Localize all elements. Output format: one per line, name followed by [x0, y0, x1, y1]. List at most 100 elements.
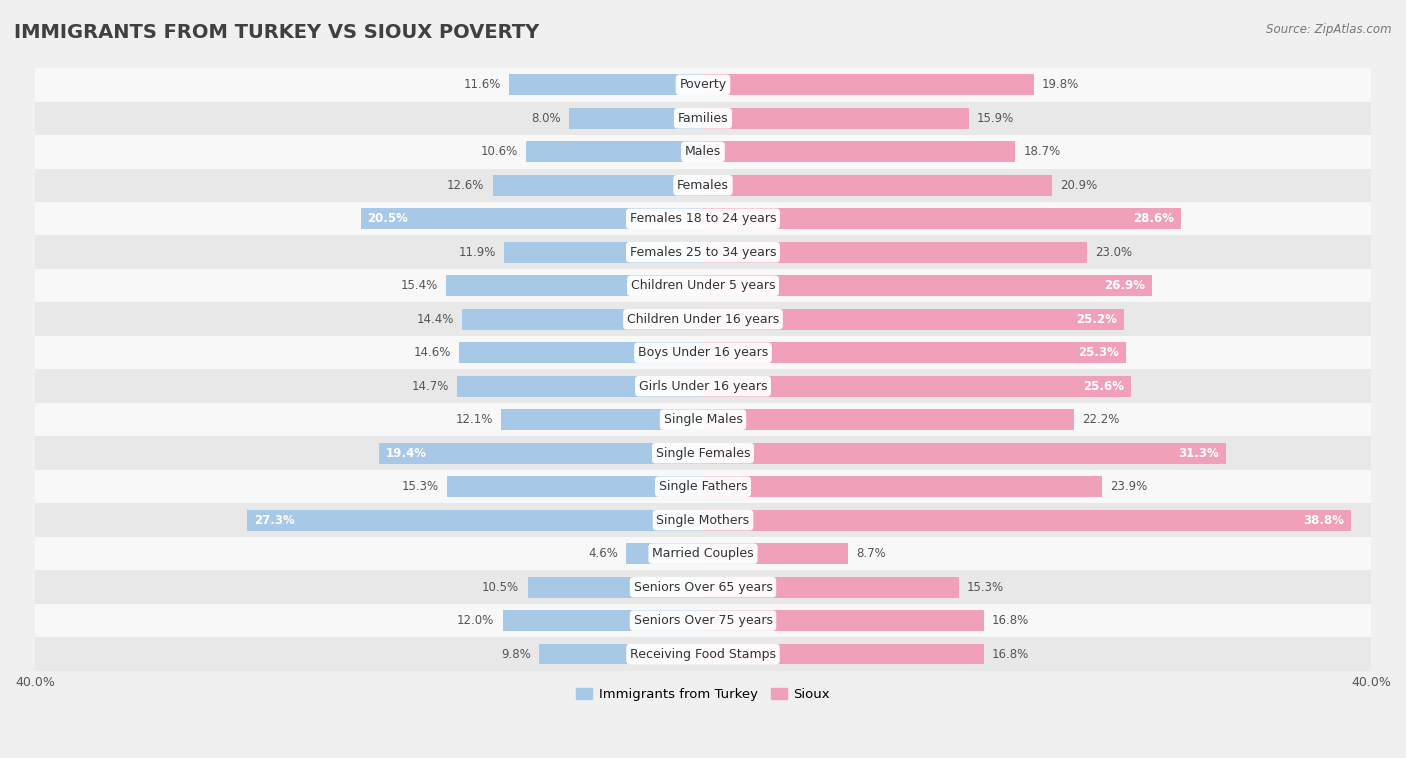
Bar [492, 175, 703, 196]
Legend: Immigrants from Turkey, Sioux: Immigrants from Turkey, Sioux [571, 683, 835, 706]
Bar [35, 470, 1371, 503]
Bar [540, 644, 703, 665]
Bar [35, 604, 1371, 637]
Text: 25.6%: 25.6% [1083, 380, 1123, 393]
Bar [703, 476, 1102, 497]
Bar [35, 68, 1371, 102]
Bar [35, 202, 1371, 236]
Bar [703, 409, 1074, 430]
Text: Males: Males [685, 146, 721, 158]
Bar [35, 570, 1371, 604]
Text: 19.8%: 19.8% [1042, 78, 1080, 91]
Text: Single Fathers: Single Fathers [659, 480, 747, 493]
Bar [35, 102, 1371, 135]
Text: 12.6%: 12.6% [447, 179, 484, 192]
Text: 14.4%: 14.4% [416, 313, 454, 326]
Bar [527, 577, 703, 597]
Bar [703, 142, 1015, 162]
Bar [360, 208, 703, 229]
Text: 14.7%: 14.7% [412, 380, 449, 393]
Bar [446, 275, 703, 296]
Bar [626, 543, 703, 564]
Text: 9.8%: 9.8% [501, 647, 531, 661]
Text: Seniors Over 65 years: Seniors Over 65 years [634, 581, 772, 594]
Text: 8.0%: 8.0% [531, 111, 561, 125]
Bar [35, 369, 1371, 403]
Text: Boys Under 16 years: Boys Under 16 years [638, 346, 768, 359]
Bar [35, 269, 1371, 302]
Text: 12.1%: 12.1% [456, 413, 492, 426]
Text: 38.8%: 38.8% [1303, 514, 1344, 527]
Bar [501, 409, 703, 430]
Text: Children Under 16 years: Children Under 16 years [627, 313, 779, 326]
Bar [703, 208, 1181, 229]
Text: Married Couples: Married Couples [652, 547, 754, 560]
Text: Poverty: Poverty [679, 78, 727, 91]
Text: 11.9%: 11.9% [458, 246, 496, 258]
Text: IMMIGRANTS FROM TURKEY VS SIOUX POVERTY: IMMIGRANTS FROM TURKEY VS SIOUX POVERTY [14, 23, 540, 42]
Bar [35, 437, 1371, 470]
Bar [457, 376, 703, 396]
Bar [703, 275, 1153, 296]
Text: 27.3%: 27.3% [253, 514, 294, 527]
Text: 15.3%: 15.3% [967, 581, 1004, 594]
Bar [463, 309, 703, 330]
Text: 25.2%: 25.2% [1077, 313, 1118, 326]
Bar [35, 302, 1371, 336]
Text: 14.6%: 14.6% [413, 346, 451, 359]
Bar [460, 343, 703, 363]
Text: Single Females: Single Females [655, 446, 751, 459]
Text: 26.9%: 26.9% [1105, 279, 1146, 293]
Text: 16.8%: 16.8% [993, 647, 1029, 661]
Text: 19.4%: 19.4% [385, 446, 426, 459]
Bar [35, 168, 1371, 202]
Bar [703, 644, 984, 665]
Text: 8.7%: 8.7% [856, 547, 886, 560]
Bar [569, 108, 703, 129]
Text: Females: Females [678, 179, 728, 192]
Text: 15.4%: 15.4% [401, 279, 437, 293]
Text: 25.3%: 25.3% [1078, 346, 1119, 359]
Bar [526, 142, 703, 162]
Text: 28.6%: 28.6% [1133, 212, 1174, 225]
Text: 23.0%: 23.0% [1095, 246, 1133, 258]
Text: Females 18 to 24 years: Females 18 to 24 years [630, 212, 776, 225]
Text: Single Mothers: Single Mothers [657, 514, 749, 527]
Text: 20.5%: 20.5% [367, 212, 408, 225]
Bar [703, 74, 1033, 96]
Bar [703, 343, 1126, 363]
Text: Source: ZipAtlas.com: Source: ZipAtlas.com [1267, 23, 1392, 36]
Text: Receiving Food Stamps: Receiving Food Stamps [630, 647, 776, 661]
Bar [247, 510, 703, 531]
Bar [703, 376, 1130, 396]
Bar [509, 74, 703, 96]
Text: Children Under 5 years: Children Under 5 years [631, 279, 775, 293]
Bar [35, 503, 1371, 537]
Bar [447, 476, 703, 497]
Bar [703, 175, 1052, 196]
Text: Seniors Over 75 years: Seniors Over 75 years [634, 614, 772, 627]
Text: 11.6%: 11.6% [464, 78, 501, 91]
Text: Girls Under 16 years: Girls Under 16 years [638, 380, 768, 393]
Bar [703, 443, 1226, 464]
Text: 31.3%: 31.3% [1178, 446, 1219, 459]
Bar [35, 637, 1371, 671]
Bar [703, 610, 984, 631]
Text: 10.5%: 10.5% [482, 581, 519, 594]
Text: 12.0%: 12.0% [457, 614, 495, 627]
Bar [35, 537, 1371, 570]
Text: Females 25 to 34 years: Females 25 to 34 years [630, 246, 776, 258]
Bar [703, 577, 959, 597]
Bar [502, 610, 703, 631]
Text: 16.8%: 16.8% [993, 614, 1029, 627]
Bar [703, 242, 1087, 262]
Bar [703, 309, 1123, 330]
Text: 23.9%: 23.9% [1111, 480, 1147, 493]
Text: 22.2%: 22.2% [1083, 413, 1119, 426]
Bar [35, 336, 1371, 369]
Bar [35, 236, 1371, 269]
Text: Single Males: Single Males [664, 413, 742, 426]
Text: 4.6%: 4.6% [588, 547, 617, 560]
Bar [703, 543, 848, 564]
Bar [703, 510, 1351, 531]
